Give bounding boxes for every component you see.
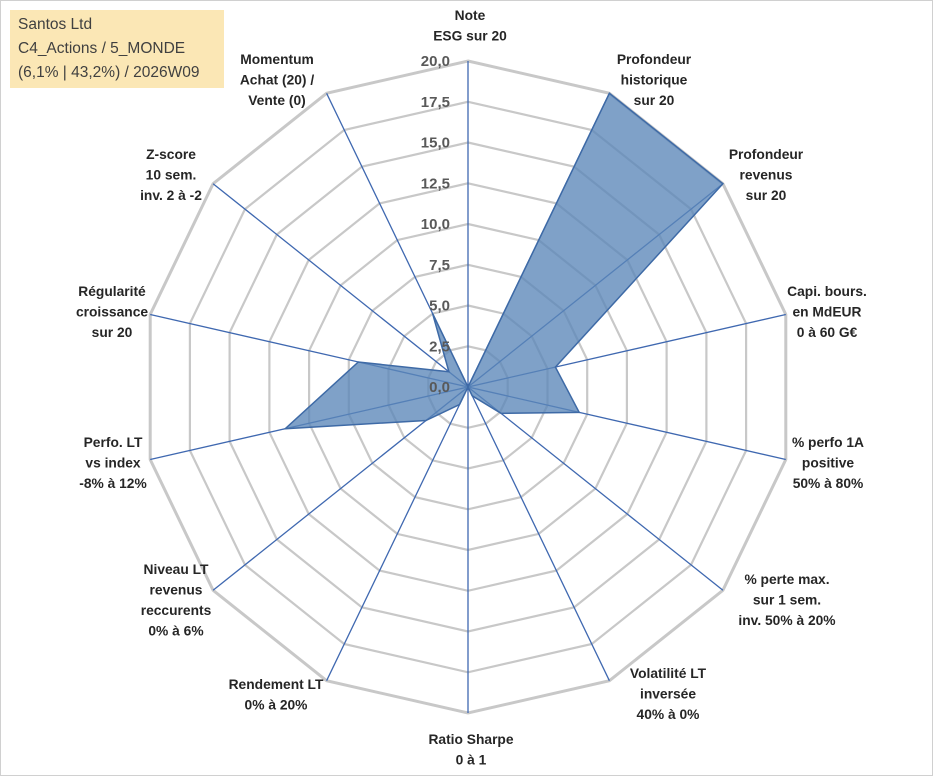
axis-label-13: Z-score 10 sem. inv. 2 à -2 [140, 147, 202, 203]
axis-spoke-7 [467, 386, 610, 681]
axis-label-14: Momentum Achat (20) / Vente (0) [240, 52, 315, 108]
axis-spoke-9 [326, 386, 469, 681]
radar-tick-labels: 0,0 2,5 5,0 7,5 10,0 12,5 15,0 17,5 20,0 [421, 53, 450, 396]
axis-label-11: Perfo. LT vs index -8% à 12% [79, 435, 147, 491]
axis-label-7: Volatilité LT inversée 40% à 0% [630, 666, 707, 722]
tick-label: 2,5 [429, 338, 450, 355]
radar-series [283, 92, 724, 430]
axis-label-2: Profondeur historique sur 20 [617, 52, 692, 108]
axis-label-6: % perte max. sur 1 sem. inv. 50% à 20% [738, 572, 835, 628]
axis-spoke-13 [212, 183, 469, 388]
axis-label-12: Régularité croissance sur 20 [76, 284, 148, 340]
tick-label: 12,5 [421, 175, 450, 192]
info-category: C4_Actions / 5_MONDE [18, 40, 186, 57]
axis-label-3: Profondeur revenus sur 20 [729, 147, 804, 203]
tick-label: 20,0 [421, 53, 450, 70]
axis-spoke-6 [467, 386, 724, 591]
info-stats: (6,1% | 43,2%) / 2026W09 [18, 64, 200, 81]
axis-label-5: % perfo 1A positive 50% à 80% [792, 435, 864, 491]
axis-label-1: Note ESG sur 20 [433, 8, 507, 44]
tick-label: 0,0 [429, 379, 450, 396]
axis-label-4: Capi. bours. en MdEUR 0 à 60 G€ [787, 284, 867, 340]
series-area [283, 92, 724, 430]
tick-label: 15,0 [421, 135, 450, 152]
info-company-name: Santos Ltd [18, 16, 93, 33]
info-box: Santos Ltd C4_Actions / 5_MONDE (6,1% | … [10, 10, 224, 88]
axis-label-8: Ratio Sharpe 0 à 1 [428, 732, 513, 768]
axis-label-10: Niveau LT revenus reccurents 0% à 6% [141, 562, 212, 639]
tick-label: 17,5 [421, 94, 450, 111]
tick-label: 5,0 [429, 298, 450, 315]
axis-label-9: Rendement LT 0% à 20% [229, 677, 324, 713]
tick-label: 7,5 [429, 257, 450, 274]
tick-label: 10,0 [421, 216, 450, 233]
radar-axis-labels: Note ESG sur 20 Profondeur historique sur 20… [76, 8, 867, 768]
